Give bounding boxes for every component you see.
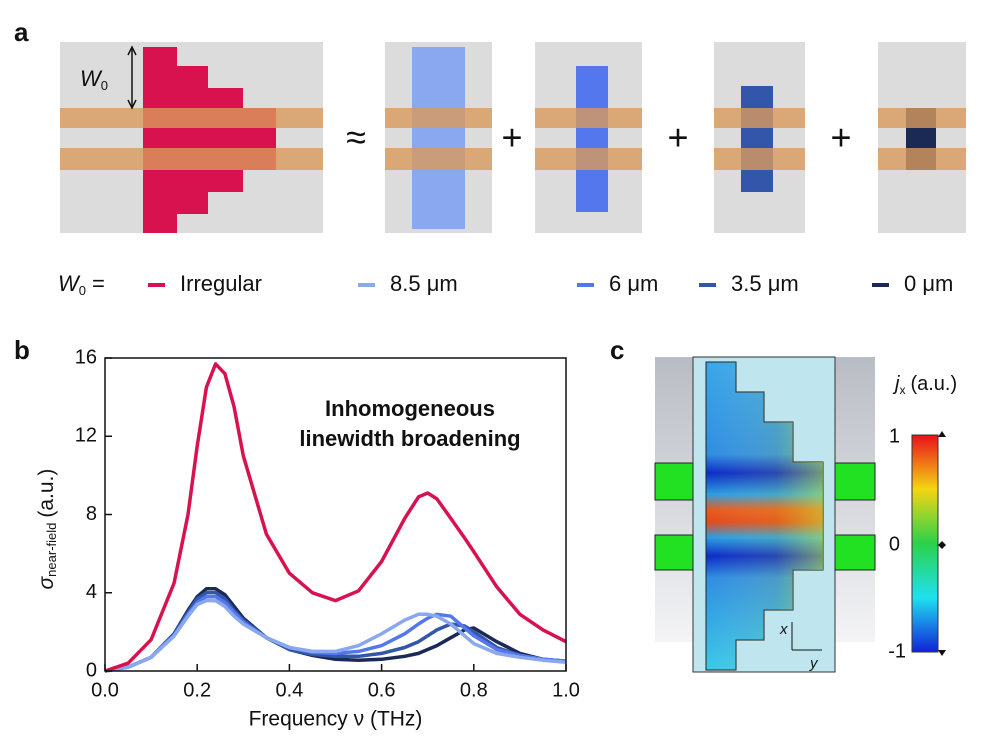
plus: + [830, 117, 851, 158]
w: W [58, 271, 81, 296]
colorbar-tick: 0 [889, 533, 900, 555]
chart: 0.0 0.2 0.4 0.6 0.8 1.0 0 4 8 12 16 Frequency ν (TH… [35, 346, 580, 730]
panel-label: b [14, 335, 30, 365]
annotation: Inhomogeneous [325, 396, 495, 421]
strip [385, 108, 492, 128]
x-tick-label: 0.8 [460, 679, 488, 701]
y-tick-label: 4 [86, 581, 97, 603]
plus: + [501, 117, 522, 158]
current-map-overlay [706, 362, 823, 670]
legend-label: 0 μm [904, 271, 953, 296]
resonator [741, 86, 773, 192]
colorbar-markers [938, 431, 946, 656]
panel-label: a [14, 17, 29, 47]
colorbar-tick: -1 [888, 640, 906, 662]
w0-label: W0 [80, 66, 108, 94]
legend-label: 3.5 μm [731, 271, 799, 296]
x-tick-label: 0.0 [91, 679, 119, 701]
colorbar [911, 434, 939, 653]
j-unit: (a.u.) [910, 373, 957, 395]
series-line [104, 598, 567, 673]
y-label-symbol: σ [35, 576, 58, 590]
strip [878, 148, 966, 170]
strip [60, 108, 323, 128]
panel-label: c [610, 335, 624, 365]
x-tick-label: 1.0 [552, 679, 580, 701]
strip [834, 462, 876, 501]
strip [60, 148, 323, 170]
annotation: linewidth broadening [299, 426, 520, 451]
y-tick-label: 12 [75, 425, 97, 447]
colorbar-label: jx (a.u.) [892, 373, 957, 397]
strip [535, 108, 642, 128]
y-tick-label: 8 [86, 503, 97, 525]
approx: ≈ [346, 117, 366, 158]
strip [385, 148, 492, 170]
j-sub: x [899, 383, 905, 397]
irregular-resonator [143, 47, 276, 233]
y-axis-label: σnear-field (a.u.) [35, 469, 60, 590]
strip [714, 108, 805, 128]
strip [834, 534, 876, 571]
panel-a-diagrams: W0 ≈ + + + [60, 42, 966, 233]
x-tick-label: 0.4 [275, 679, 303, 701]
axis-y: y [809, 655, 819, 672]
colorbar-tick: 1 [889, 425, 900, 447]
w: W [80, 66, 103, 91]
strip [654, 462, 694, 501]
equals: = [92, 271, 105, 296]
legend-prefix: W0 = [58, 271, 105, 299]
axis-x: x [779, 621, 788, 638]
y-tick-label: 16 [75, 346, 97, 368]
arrow-heads [127, 45, 137, 110]
legend-label: 8.5 μm [390, 271, 458, 296]
resonator [576, 66, 608, 212]
strip [654, 534, 694, 571]
strip [535, 148, 642, 170]
x-tick-label: 0.6 [368, 679, 396, 701]
strip [714, 148, 805, 170]
resonator [412, 47, 465, 229]
x-tick-label: 0.2 [183, 679, 211, 701]
w-sub: 0 [101, 78, 108, 93]
panel-c: x y 1 0 -1 jx (a.u.) [654, 356, 957, 673]
series-line [104, 591, 567, 673]
legend-label: Irregular [180, 271, 262, 296]
y-label-sub: near-field [44, 523, 59, 577]
y-tick-label: 0 [86, 659, 97, 681]
x-axis-label: Frequency ν (THz) [249, 708, 423, 731]
plus: + [667, 117, 688, 158]
w-sub: 0 [79, 283, 86, 298]
strip [878, 108, 966, 128]
j: j [892, 373, 900, 395]
y-label-unit: (a.u.) [35, 469, 58, 518]
legend-label: 6 μm [609, 271, 658, 296]
series-line [104, 362, 567, 673]
legend: Irregular 8.5 μm 6 μm 3.5 μm 0 μm [148, 271, 953, 296]
